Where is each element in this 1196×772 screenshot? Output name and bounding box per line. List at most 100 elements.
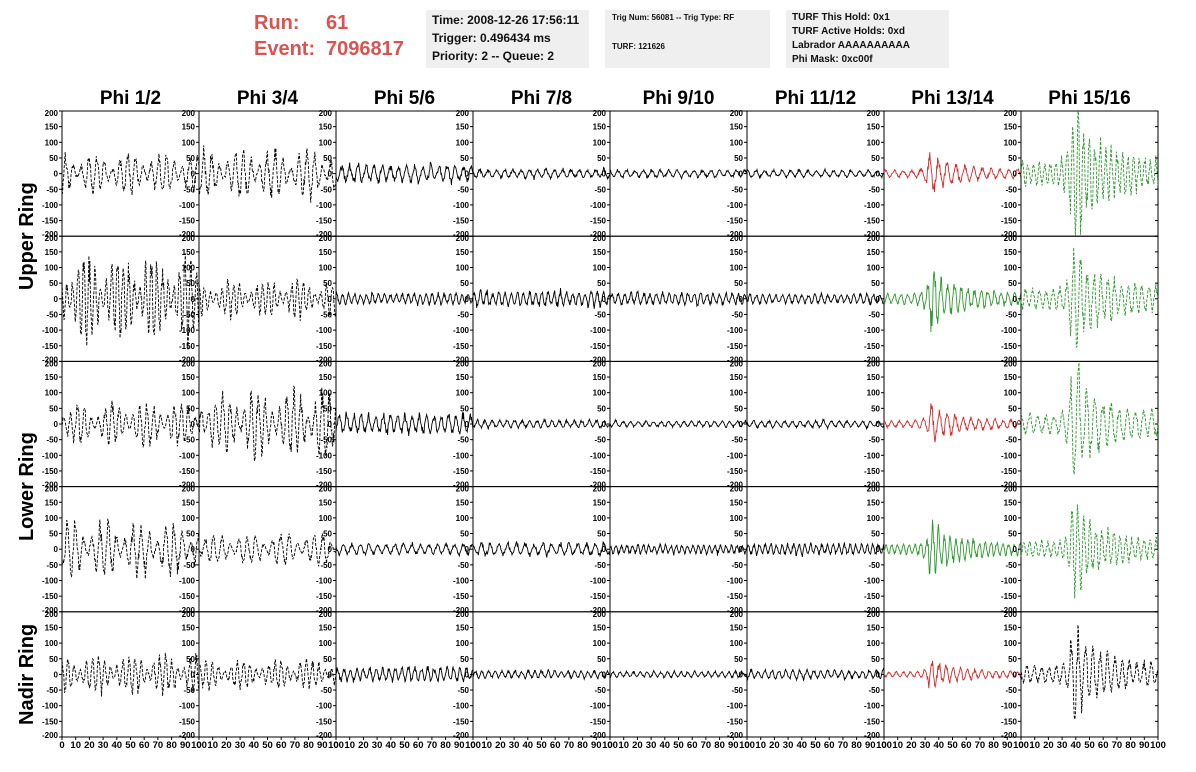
y-tick-label: 200 [182, 109, 196, 118]
x-tick-label: 0 [59, 740, 64, 751]
x-tick-label: 40 [1071, 740, 1082, 751]
waveform-trace [335, 665, 473, 684]
y-tick-label: 50 [734, 655, 743, 664]
x-tick-label: 100 [876, 740, 892, 751]
waveform-trace [883, 403, 1022, 443]
y-tick-label: 200 [867, 234, 881, 243]
y-tick-label: 200 [45, 485, 59, 494]
y-tick-label: 200 [1004, 359, 1018, 368]
y-tick-label: -150 [727, 592, 744, 601]
column-title: Phi 3/4 [237, 88, 299, 109]
y-tick-label: 150 [730, 623, 744, 632]
y-tick-label: -50 [1005, 561, 1017, 570]
x-tick-label: 10 [344, 740, 355, 751]
y-tick-label: 150 [1004, 248, 1018, 257]
waveform-trace [1020, 110, 1159, 236]
y-tick-label: -200 [864, 731, 881, 740]
y-tick-label: -150 [316, 342, 333, 351]
y-tick-label: 50 [871, 279, 880, 288]
y-tick-label: -200 [590, 355, 607, 364]
y-tick-label: -100 [42, 201, 59, 210]
y-tick-label: 0 [465, 170, 470, 179]
y-tick-label: -200 [590, 606, 607, 615]
y-tick-label: 50 [460, 655, 469, 664]
x-tick-label: 40 [660, 740, 671, 751]
y-tick-label: 50 [1008, 530, 1017, 539]
y-tick-label: -200 [727, 731, 744, 740]
y-tick-label: 200 [319, 234, 333, 243]
y-tick-label: -100 [864, 451, 881, 460]
y-tick-label: -200 [453, 731, 470, 740]
y-tick-label: 0 [465, 420, 470, 429]
y-tick-label: 50 [49, 530, 58, 539]
y-tick-label: -50 [320, 686, 332, 695]
y-tick-label: 50 [49, 655, 58, 664]
y-tick-label: 200 [867, 359, 881, 368]
y-tick-label: 50 [460, 404, 469, 413]
y-tick-label: 0 [876, 295, 881, 304]
y-tick-label: -150 [453, 592, 470, 601]
y-tick-label: -200 [316, 230, 333, 239]
y-tick-label: 200 [319, 109, 333, 118]
x-tick-label: 70 [290, 740, 301, 751]
waveform-trace [746, 541, 885, 557]
panel-frame [1020, 235, 1159, 362]
y-tick-label: -100 [864, 577, 881, 586]
x-tick-label: 60 [824, 740, 835, 751]
y-tick-label: -150 [727, 467, 744, 476]
x-tick-label: 50 [673, 740, 684, 751]
y-tick-label: 50 [49, 154, 58, 163]
x-tick-label: 30 [98, 740, 109, 751]
y-tick-label: 200 [182, 359, 196, 368]
waveform-trace [335, 290, 474, 307]
y-tick-label: 200 [730, 610, 744, 619]
y-tick-label: 150 [319, 373, 333, 382]
y-tick-label: 150 [593, 248, 607, 257]
y-tick-label: 0 [54, 420, 59, 429]
y-tick-label: -100 [1001, 451, 1018, 460]
y-tick-label: 150 [319, 248, 333, 257]
x-tick-label: 50 [947, 740, 958, 751]
y-tick-label: -150 [316, 217, 333, 226]
run-label: Run: [254, 12, 300, 34]
y-tick-label: -50 [320, 310, 332, 319]
x-tick-label: 50 [810, 740, 821, 751]
turf-active-holds-text: TURF Active Holds: 0xd [792, 26, 905, 37]
y-tick-label: -150 [179, 717, 196, 726]
x-tick-label: 100 [1013, 740, 1029, 751]
y-tick-label: 200 [593, 610, 607, 619]
y-tick-label: 100 [867, 639, 881, 648]
x-tick-label: 90 [317, 740, 328, 751]
y-tick-label: 0 [191, 170, 196, 179]
y-tick-label: -50 [183, 686, 195, 695]
x-tick-label: 90 [180, 740, 191, 751]
y-tick-label: 0 [54, 295, 59, 304]
y-tick-label: 50 [49, 279, 58, 288]
x-tick-label: 70 [1112, 740, 1123, 751]
x-tick-label: 20 [358, 740, 369, 751]
y-tick-label: -150 [727, 217, 744, 226]
y-tick-label: 50 [49, 404, 58, 413]
x-tick-label: 0 [881, 740, 886, 751]
x-tick-label: 70 [427, 740, 438, 751]
y-tick-label: 100 [593, 389, 607, 398]
y-tick-label: -50 [320, 185, 332, 194]
y-tick-label: -100 [42, 451, 59, 460]
y-tick-label: -200 [453, 355, 470, 364]
y-tick-label: -50 [320, 561, 332, 570]
y-tick-label: -100 [316, 702, 333, 711]
waveform-trace [198, 278, 337, 321]
y-tick-label: 0 [191, 295, 196, 304]
y-tick-label: 200 [182, 234, 196, 243]
y-tick-label: 150 [867, 623, 881, 632]
waveform-trace [883, 660, 1022, 689]
column-title: Phi 15/16 [1048, 88, 1130, 109]
column-title: Phi 9/10 [643, 88, 715, 109]
y-tick-label: 150 [593, 498, 607, 507]
y-tick-label: 100 [182, 389, 196, 398]
y-tick-label: -150 [590, 592, 607, 601]
waveform-trace [472, 287, 611, 309]
y-tick-label: 100 [319, 514, 333, 523]
x-tick-label: 30 [1057, 740, 1068, 751]
y-tick-label: -100 [453, 451, 470, 460]
